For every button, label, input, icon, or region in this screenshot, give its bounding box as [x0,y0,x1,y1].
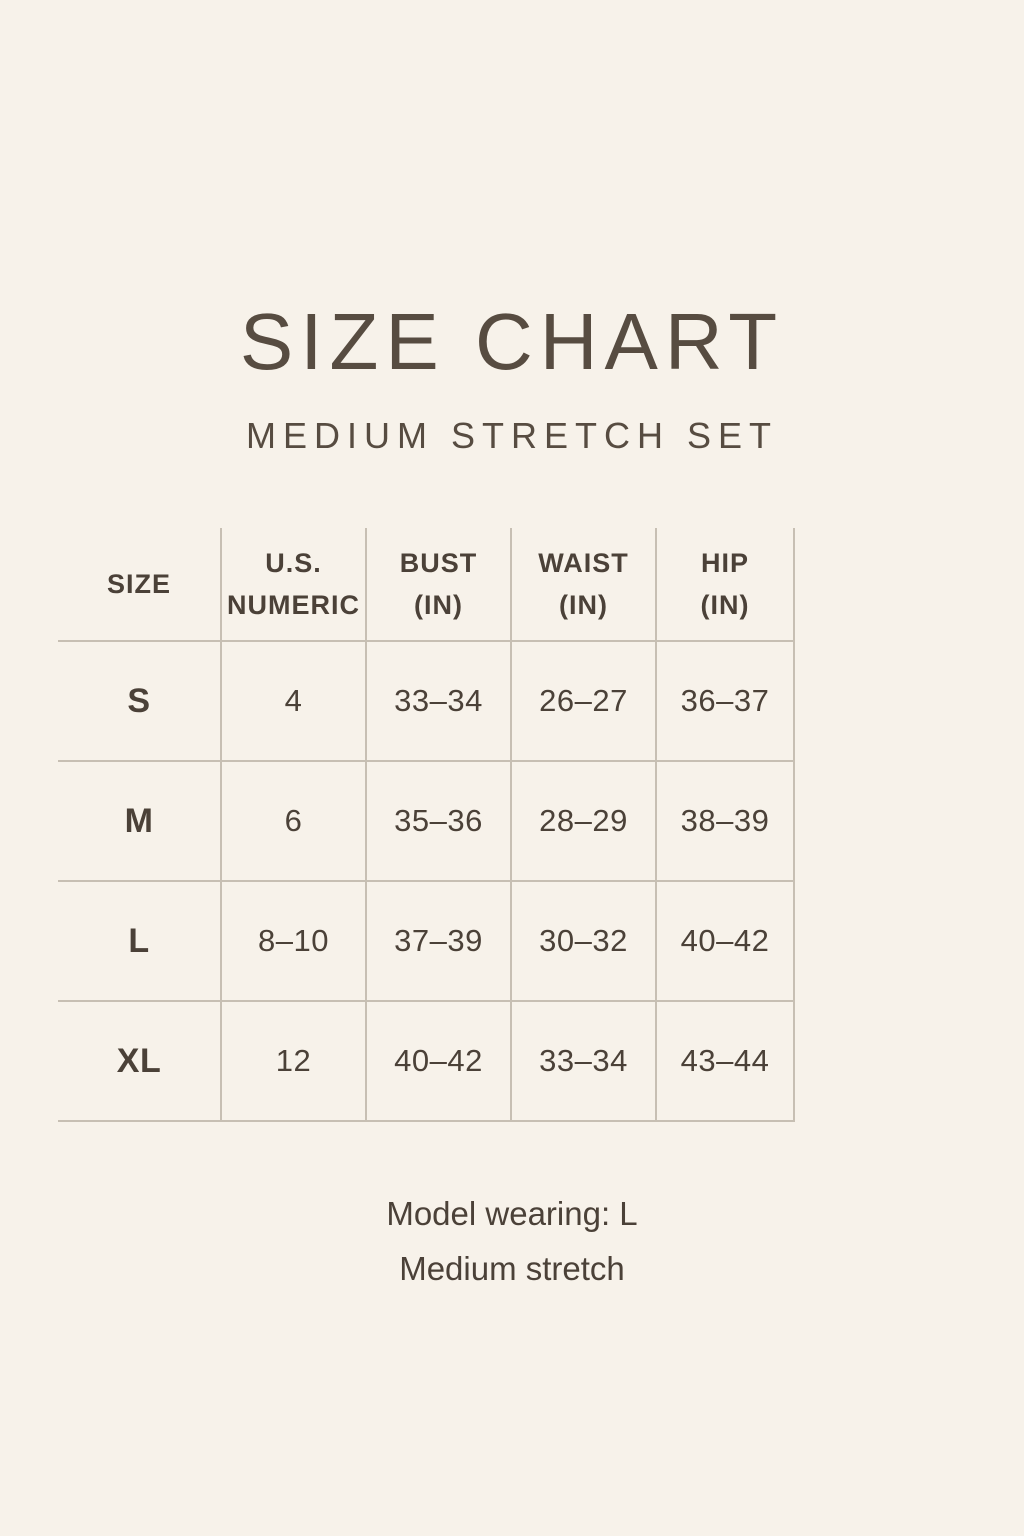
header-cell-hip: HIP (IN) [657,528,795,642]
header-label: BUST [399,548,478,578]
page-subtitle: MEDIUM STRETCH SET [245,415,778,456]
header-label: U.S. [265,548,322,578]
cell-s-us-numeric: 4 [222,642,367,762]
header-label: SIZE [106,569,171,599]
footer-stretch-note: Medium stretch [399,1250,625,1287]
cell-size-l: L [58,882,222,1002]
header-label: WAIST [538,548,629,578]
cell-m-us-numeric: 6 [222,762,367,882]
cell-xl-us-numeric: 12 [222,1002,367,1122]
cell-xl-hip: 43–44 [657,1002,795,1122]
cell-l-hip: 40–42 [657,882,795,1002]
cell-size-m: M [58,762,222,882]
cell-size-xl: XL [58,1002,222,1122]
cell-s-bust: 33–34 [367,642,512,762]
header-cell-size: SIZE [58,528,222,642]
header-sublabel: NUMERIC [227,590,360,620]
size-table: SIZE U.S. NUMERIC BUST (IN) WAIST (IN) H… [58,528,795,1124]
cell-m-hip: 38–39 [657,762,795,882]
header-sublabel: (IN) [559,590,608,620]
cell-s-hip: 36–37 [657,642,795,762]
footer-model-note: Model wearing: L [386,1195,638,1232]
cell-m-bust: 35–36 [367,762,512,882]
header-cell-waist: WAIST (IN) [512,528,657,642]
footer-notes: Model wearing: L Medium stretch [0,1186,1024,1296]
header-sublabel: (IN) [700,590,750,620]
cell-xl-bust: 40–42 [367,1002,512,1122]
header-sublabel: (IN) [414,590,463,620]
cell-xl-waist: 33–34 [512,1002,657,1122]
cell-l-bust: 37–39 [367,882,512,1002]
page-title: SIZE CHART [239,297,785,386]
cell-m-waist: 28–29 [512,762,657,882]
cell-l-us-numeric: 8–10 [222,882,367,1002]
cell-l-waist: 30–32 [512,882,657,1002]
header-cell-us-numeric: U.S. NUMERIC [222,528,367,642]
header-cell-bust: BUST (IN) [367,528,512,642]
cell-size-s: S [58,642,222,762]
cell-s-waist: 26–27 [512,642,657,762]
header-label: HIP [700,548,749,578]
